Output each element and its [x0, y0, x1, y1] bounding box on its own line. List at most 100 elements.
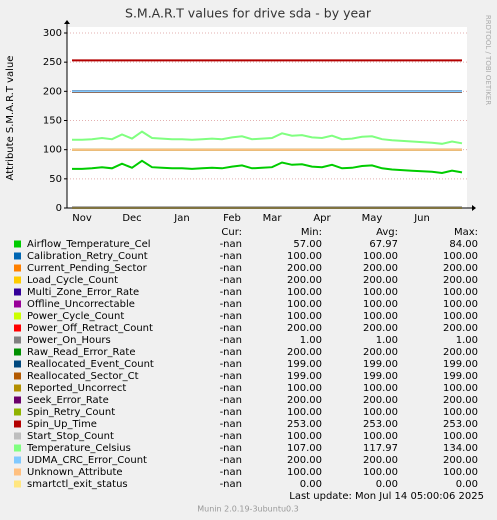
legend-label: Airflow_Temperature_Cel: [27, 239, 151, 250]
legend: Cur: Min: Avg: Max: Airflow_Temperature_Cel -…: [14, 227, 478, 490]
stat-min: 253.00: [287, 419, 322, 430]
stat-min: 200.00: [287, 263, 322, 274]
stat-max: 1.00: [456, 335, 478, 346]
legend-swatch: [14, 372, 21, 380]
legend-label: Seek_Error_Rate: [27, 395, 109, 406]
legend-swatch: [14, 480, 21, 488]
legend-swatch: [14, 348, 21, 356]
stat-avg: 100.00: [363, 287, 398, 298]
stat-max: 100.00: [443, 287, 478, 298]
stat-cur: -nan: [220, 311, 242, 322]
stat-avg: 200.00: [363, 263, 398, 274]
stat-cur: -nan: [220, 371, 242, 382]
stat-max: 134.00: [443, 443, 478, 454]
stat-avg: 200.00: [363, 275, 398, 286]
y-axis-label: Attribute S.M.A.R.T value: [5, 56, 16, 181]
legend-label: Temperature_Celsius: [26, 443, 131, 454]
stat-max: 100.00: [443, 251, 478, 262]
legend-label: Power_On_Hours: [27, 335, 111, 346]
x-tick-label: Nov: [72, 213, 92, 224]
legend-swatch: [14, 276, 21, 284]
legend-label: Load_Cycle_Count: [27, 275, 118, 286]
legend-swatch: [14, 312, 21, 320]
stat-min: 200.00: [287, 347, 322, 358]
stat-cur: -nan: [220, 251, 242, 262]
y-tick-label: 150: [43, 116, 62, 127]
stat-min: 57.00: [293, 239, 322, 250]
stat-cur: -nan: [220, 443, 242, 454]
stat-cur: -nan: [220, 419, 242, 430]
stat-cur: -nan: [220, 455, 242, 466]
stat-max: 100.00: [443, 407, 478, 418]
legend-label: Power_Off_Retract_Count: [27, 323, 153, 334]
stat-max: 100.00: [443, 431, 478, 442]
stat-avg: 253.00: [363, 419, 398, 430]
y-tick-label: 0: [56, 203, 62, 214]
stat-cur: -nan: [220, 287, 242, 298]
stat-min: 100.00: [287, 467, 322, 478]
stat-avg: 0.00: [376, 479, 398, 490]
stat-avg: 200.00: [363, 455, 398, 466]
footer: Munin 2.0.19-3ubuntu0.3: [197, 505, 299, 514]
stat-min: 200.00: [287, 275, 322, 286]
stat-min: 0.00: [300, 479, 322, 490]
stat-max: 100.00: [443, 383, 478, 394]
stat-cur: -nan: [220, 335, 242, 346]
stat-max: 200.00: [443, 455, 478, 466]
legend-label: Reallocated_Event_Count: [27, 359, 154, 370]
stat-cur: -nan: [220, 431, 242, 442]
stat-min: 107.00: [287, 443, 322, 454]
stat-max: 199.00: [443, 359, 478, 370]
legend-label: Unknown_Attribute: [27, 467, 123, 478]
stat-avg: 200.00: [363, 323, 398, 334]
y-tick-label: 200: [43, 86, 62, 97]
y-tick-label: 50: [49, 174, 62, 185]
x-tick-label: Apr: [313, 213, 331, 224]
stat-max: 84.00: [449, 239, 478, 250]
y-tick-label: 300: [43, 28, 62, 39]
last-update: Last update: Mon Jul 14 05:00:06 2025: [289, 491, 484, 502]
legend-swatch: [14, 456, 21, 464]
legend-label: Multi_Zone_Error_Rate: [27, 287, 139, 298]
legend-label: Raw_Read_Error_Rate: [27, 347, 135, 358]
legend-swatch: [14, 264, 21, 272]
stat-max: 253.00: [443, 419, 478, 430]
stat-min: 200.00: [287, 395, 322, 406]
plot-area: [67, 27, 467, 208]
stat-cur: -nan: [220, 323, 242, 334]
legend-swatch: [14, 396, 21, 404]
stat-min: 200.00: [287, 323, 322, 334]
stat-min: 100.00: [287, 299, 322, 310]
stat-min: 199.00: [287, 359, 322, 370]
stat-cur: -nan: [220, 347, 242, 358]
stat-avg: 100.00: [363, 431, 398, 442]
stat-cur: -nan: [220, 467, 242, 478]
x-tick-label: Jan: [173, 213, 189, 224]
legend-label: Calibration_Retry_Count: [27, 251, 148, 262]
legend-label: Offline_Uncorrectable: [27, 299, 135, 310]
series-lines: [72, 59, 463, 209]
legend-label: Reported_Uncorrect: [27, 383, 126, 394]
stat-cur: -nan: [220, 299, 242, 310]
legend-swatch: [14, 420, 21, 428]
stat-avg: 100.00: [363, 299, 398, 310]
stat-avg: 200.00: [363, 347, 398, 358]
stat-min: 100.00: [287, 431, 322, 442]
stat-max: 0.00: [456, 479, 478, 490]
legend-swatch: [14, 252, 21, 260]
legend-swatch: [14, 468, 21, 476]
stat-min: 100.00: [287, 311, 322, 322]
legend-label: Spin_Up_Time: [27, 419, 97, 430]
stat-max: 199.00: [443, 371, 478, 382]
x-tick-label: May: [362, 213, 383, 224]
legend-label: Spin_Retry_Count: [27, 407, 115, 418]
stat-avg: 100.00: [363, 311, 398, 322]
legend-label: Current_Pending_Sector: [27, 263, 148, 274]
stat-max: 100.00: [443, 467, 478, 478]
stat-avg: 67.97: [369, 239, 398, 250]
stat-cur: -nan: [220, 359, 242, 370]
legend-swatch: [14, 288, 21, 296]
stat-max: 200.00: [443, 323, 478, 334]
legend-label: smartctl_exit_status: [27, 479, 128, 490]
